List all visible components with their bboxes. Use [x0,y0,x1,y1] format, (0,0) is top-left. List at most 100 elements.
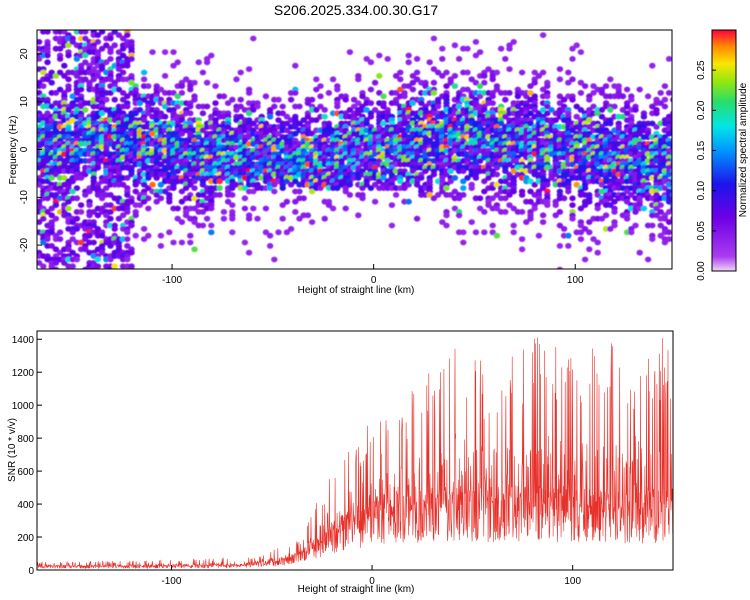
spectrogram-cell [296,120,303,127]
spectrogram-cell [56,45,64,52]
spectrogram-cell [371,181,379,188]
spectrogram-cell [136,107,144,113]
spectrogram-cell [300,195,307,202]
spectrogram-cell [40,239,47,246]
spectrogram-cell [350,103,358,110]
spectrogram-cell [569,195,576,202]
snr-y-tick-label: 1400 [12,335,35,346]
spectrogram-cell [539,185,547,192]
spectrogram-cell [98,66,106,72]
spectrogram-cell [195,134,202,141]
spectrogram-cell [56,69,64,76]
spectrogram-cell [237,113,244,120]
spectrogram-cell [212,100,219,106]
spectrogram-cell [569,215,576,222]
colorbar-tick-label: 0.10 [696,180,707,200]
spectrogram-cell [468,219,475,226]
spectrogram-cell [283,198,291,205]
snr-y-tick-label: 400 [17,500,34,511]
spectrogram-cell [250,205,257,212]
spectrogram-cell [56,56,64,62]
spectrogram-cell [44,158,51,164]
spectrogram-cell [355,212,362,219]
spectrogram-cell [644,256,652,263]
spectrogram-cell [565,79,572,86]
spectrogram-cell [434,103,442,110]
spectrogram-cell [476,93,484,100]
spectrogram-cell [531,79,538,86]
spectrogram-cell [271,181,278,188]
spectrogram-cell [187,86,194,93]
spectrogram-cell [447,178,454,185]
spectrogram-cell [544,93,551,100]
spectrogram-cell [392,73,400,79]
spectrogram-cell [317,103,324,110]
spectrogram-cell [355,175,362,181]
spectrogram-cell [409,79,417,86]
spectrogram-cell [594,239,601,246]
spectrogram-cell [502,178,509,185]
spectrogram-cell [178,130,186,137]
spectrogram-cell [506,90,513,96]
spectrogram-cell [577,222,585,229]
spectrogram-cell [535,73,543,79]
spectrogram-x-label: Height of straight line (km) [298,285,415,296]
spectrogram-cell [539,86,547,93]
spectrogram-cell [569,76,576,83]
spectrogram-cell [48,243,55,249]
spectrogram-cell [649,103,656,110]
spectrogram-cell [161,103,169,110]
spectrogram-cell [140,236,148,243]
spectrogram-cell [657,202,664,209]
spectrogram-cell [460,178,467,185]
spectrogram-cell [413,215,421,222]
spectrogram-cell [304,212,312,219]
snr-x-tick-label: 100 [564,576,581,587]
spectrogram-cell [107,35,114,42]
spectrogram-cell [607,195,614,202]
spectrogram-cell [275,96,282,103]
spectrogram-cell [145,205,152,212]
spectrogram-cell [40,263,47,269]
spectrogram-cell [98,45,106,52]
spectrogram-cell [86,188,93,195]
spectrogram-cell [661,103,669,110]
spectrogram-cell [556,100,564,106]
spectrogram-cell [128,266,135,269]
spectrogram-cell [460,168,467,175]
spectrogram-cell [607,226,614,232]
spectrogram-cell [632,209,639,215]
spectrogram-cell [325,202,333,209]
spectrogram-cell [199,181,207,188]
spectrogram-cell [111,263,118,269]
spectrogram-cell [661,83,669,89]
spectrogram-x-ticks: -100 0 100 [162,264,584,286]
snr-y-tick-label: 1200 [12,368,35,379]
spectrogram-x-tick-label: 0 [371,275,377,286]
spectrogram-cell [292,130,299,137]
spectrogram-cell [44,209,51,215]
spectrogram-cell [468,93,475,100]
spectrogram-cell [317,93,324,100]
spectrogram-cell [115,32,123,38]
spectrogram-cell [665,141,672,147]
spectrogram-cell [581,202,589,209]
spectrogram-cell [518,69,526,76]
spectrogram-cell [44,195,51,202]
spectrogram-cell [531,205,538,212]
spectrogram-cell [397,76,404,83]
spectrogram-cell [262,229,270,236]
spectrogram-cell [573,42,580,49]
spectrogram-cell [481,209,488,215]
spectrogram-cell [140,226,148,232]
spectrogram-cell [619,113,627,120]
spectrogram-cell [107,209,114,215]
spectrogram-cell [670,161,672,167]
snr-y-ticks: 0 200 400 600 800 1000 1200 1400 [12,335,42,577]
spectrogram-y-label: Frequency (Hz) [8,116,19,185]
spectrogram-cell [334,86,341,93]
spectrogram-cell [56,236,64,243]
spectrogram-cell [556,222,564,229]
spectrogram-cell [250,120,257,127]
spectrogram-cell [56,86,64,93]
